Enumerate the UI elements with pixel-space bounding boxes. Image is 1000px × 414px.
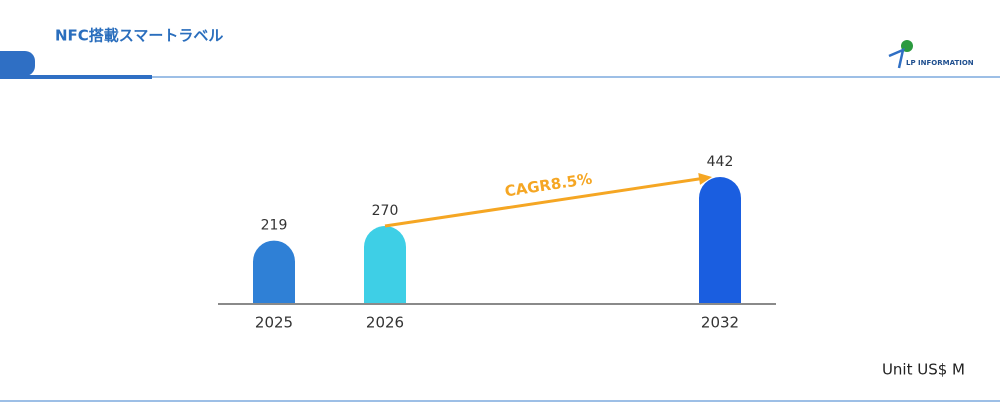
bar (364, 226, 406, 303)
cagr-arrowhead (698, 172, 712, 185)
bar (699, 177, 741, 303)
x-tick-label: 2026 (366, 314, 404, 332)
value-label: 270 (372, 203, 399, 219)
value-label: 219 (261, 218, 288, 234)
x-tick-label: 2032 (701, 314, 739, 332)
logo-text: LP INFORMATION (906, 59, 974, 67)
header-tab (0, 51, 35, 76)
x-tick-label: 2025 (255, 314, 293, 332)
page-title: NFC搭載スマートラベル (55, 27, 223, 45)
logo: LP INFORMATION (888, 40, 974, 69)
cagr-arrow (384, 177, 703, 228)
value-label: 442 (707, 154, 734, 170)
logo-mark (888, 47, 905, 69)
unit-label: Unit US$ M (882, 361, 965, 379)
bar (253, 240, 295, 303)
